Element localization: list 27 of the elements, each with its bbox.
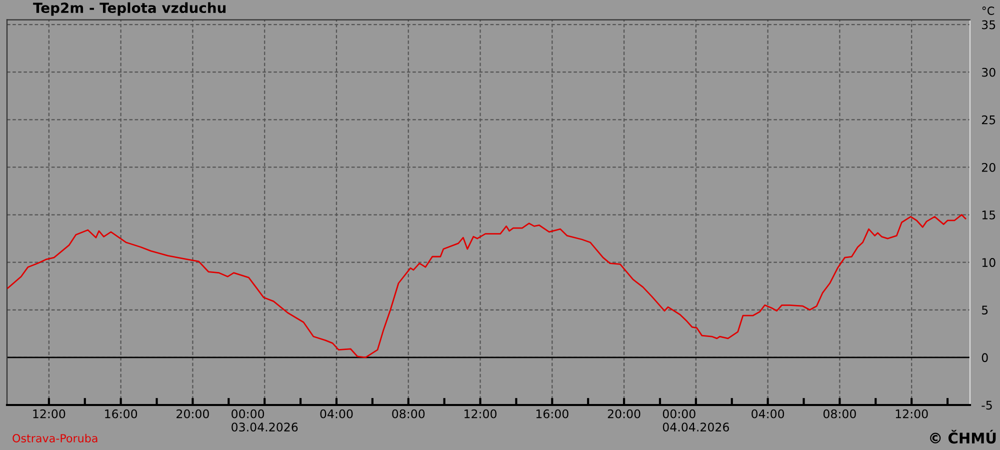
x-tick-label: 12:00	[464, 409, 496, 418]
x-tick-label: 12:00	[33, 409, 66, 418]
y-tick-label: -5	[982, 400, 992, 410]
x-tick-label: 08:00	[823, 409, 856, 418]
y-tick-label: 30	[982, 68, 996, 77]
x-tick-label: 20:00	[176, 409, 209, 418]
y-tick-label: 35	[982, 20, 996, 30]
y-tick-label: 5	[982, 306, 988, 315]
x-tick-label: 00:00 04.04.2026	[662, 409, 729, 432]
x-tick-label: 08:00	[392, 409, 425, 418]
y-tick-label: 10	[982, 258, 996, 267]
text: Ostrava-Poruba	[12, 434, 98, 442]
x-tick-label: 00:00 03.04.2026	[232, 409, 298, 432]
chart-title: Tep2m - Teplota vzduchu	[33, 2, 226, 16]
y-tick-label: 20	[982, 162, 996, 172]
x-tick-label: 04:00	[320, 409, 353, 418]
text: © ČHMÚ	[930, 430, 996, 444]
y-tick-label: 25	[982, 115, 996, 124]
y-tick-label: 15	[982, 210, 996, 220]
x-tick-label: 20:00	[608, 409, 640, 418]
x-tick-label: 12:00	[896, 409, 928, 418]
x-tick-label: 16:00	[105, 409, 138, 418]
y-axis-title: °C	[982, 6, 994, 15]
x-tick-label: 16:00	[536, 409, 568, 418]
line-series	[7, 214, 966, 358]
x-tick-label: 04:00	[752, 409, 784, 418]
y-tick-label: 0	[982, 353, 988, 362]
